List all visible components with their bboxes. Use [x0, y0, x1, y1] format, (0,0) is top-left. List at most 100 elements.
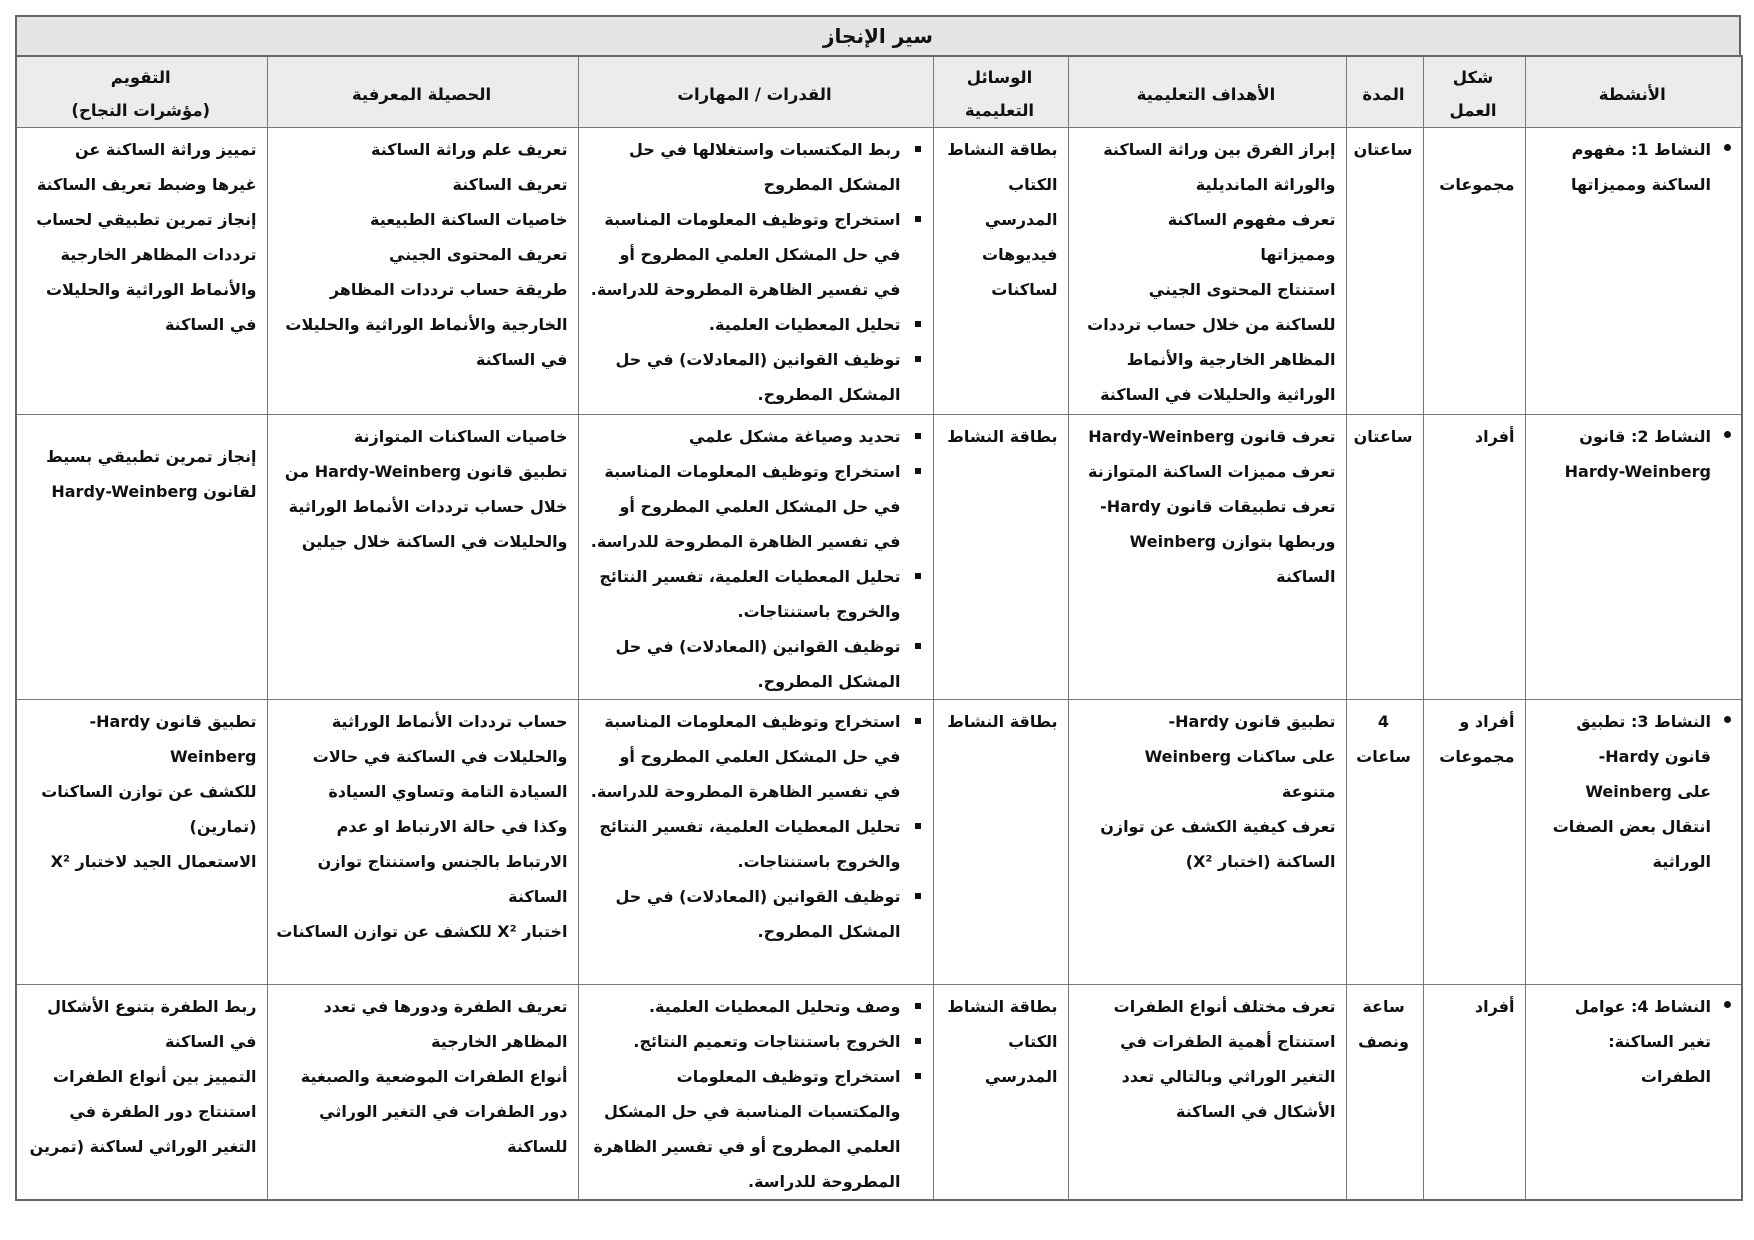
cell-line: أفراد: [1474, 997, 1515, 1016]
cell-line: مجموعات: [1439, 747, 1515, 766]
skill-item: استخراج وتوظيف المعلومات المناسبة في حل ا…: [587, 704, 923, 809]
cell-line: تطبيق قانون Hardy-Weinberg من: [284, 462, 568, 481]
table-row: النشاط 2: قانون Hardy-Weinberg أفراد ساعتان…: [15, 414, 1743, 700]
cell-line: أفراد: [1474, 427, 1515, 446]
cell-line: في الساكنة: [475, 350, 568, 369]
cell-line: في تفسير الظاهرة المطروحة للدراسة.: [590, 782, 901, 801]
square-bullet-icon: [914, 1003, 921, 1009]
cell-line: إنجاز تمرين تطبيقي بسيط: [46, 447, 257, 466]
square-bullet-icon: [914, 718, 921, 724]
cell-line: ساعتان: [1353, 140, 1413, 159]
cell-line: غيرها وضبط تعريف الساكنة: [36, 175, 257, 194]
cell-line: تعرف مميزات الساكنة المتوازنة: [1088, 462, 1336, 481]
cell-knowledge: تعريف الطفرة ودورها في تعدد المظاهر الخار…: [266, 984, 579, 1201]
cell-line: تعريف علم وراثة الساكنة: [371, 140, 568, 159]
cell-line: Hardy-Weinberg: [1564, 462, 1711, 481]
cell-line: النشاط 2: قانون: [1579, 427, 1711, 446]
cell-line: تحليل المعطيات العلمية، تفسير النتائج: [599, 567, 901, 586]
cell-line: العمل: [1449, 101, 1497, 120]
cell-line: بطاقة النشاط: [947, 712, 1058, 731]
cell-line: تحديد وصياغة مشكل علمي: [689, 427, 901, 446]
square-bullet-icon: [914, 356, 921, 362]
cell-knowledge: خاصيات الساكنات المتوازنة تطبيق قانون Har…: [266, 414, 579, 700]
cell-line: قانون Hardy-: [1598, 747, 1711, 766]
cell-objectives: إبراز الفرق بين وراثة الساكنة والوراثة ال…: [1067, 127, 1347, 415]
cell-line: إبراز الفرق بين وراثة الساكنة: [1103, 140, 1336, 159]
cell-line: والمكتسبات المناسبة في حل المشكل: [604, 1102, 901, 1121]
cell-work-form: أفراد: [1422, 984, 1526, 1201]
skill-item: توظيف القوانين (المعادلات) في حل المشكل ا…: [587, 629, 923, 699]
cell-line: استخراج وتوظيف المعلومات المناسبة: [604, 712, 901, 731]
cell-line: خلال حساب ترددات الأنماط الوراثية: [288, 497, 568, 516]
section-title-bar: سير الإنجاز: [15, 15, 1741, 55]
square-bullet-icon: [914, 216, 921, 222]
cell-line: والوراثة المانديلية: [1195, 175, 1336, 194]
header-row: الأنشطة شكل العمل المدة الأهداف التعليمية الو…: [15, 55, 1743, 128]
cell-line: وصف وتحليل المعطيات العلمية.: [648, 997, 901, 1016]
cell-line: تعرف تطبيقات قانون Hardy-: [1100, 497, 1336, 516]
skill-item: تحليل المعطيات العلمية.: [587, 307, 923, 342]
cell-line: تعريف الساكنة: [452, 175, 568, 194]
cell-line: تمييز وراثة الساكنة عن: [75, 140, 257, 159]
cell-line: الحصيلة المعرفية: [351, 84, 492, 104]
header-activities: الأنشطة: [1524, 55, 1743, 128]
cell-line: تعريف الطفرة ودورها في تعدد: [323, 997, 568, 1016]
cell-line: في تفسير الظاهرة المطروحة للدراسة.: [590, 280, 901, 299]
square-bullet-icon: [914, 468, 921, 474]
cell-line: المدة: [1362, 84, 1405, 104]
cell-activity: النشاط 1: مفهوم الساكنة ومميزاتها: [1524, 127, 1743, 415]
square-bullet-icon: [914, 643, 921, 649]
cell-skills: تحديد وصياغة مشكل علمي استخراج وتوظيف الم…: [577, 414, 934, 700]
cell-line: استخراج وتوظيف المعلومات المناسبة: [604, 210, 901, 229]
cell-means: بطاقة النشاط: [932, 699, 1069, 985]
cell-line: ساعتان: [1353, 427, 1413, 446]
cell-line: تحليل المعطيات العلمية، تفسير النتائج: [599, 817, 901, 836]
cell-evaluation: تمييز وراثة الساكنة عن غيرها وضبط تعريف ا…: [15, 127, 268, 415]
cell-line: الكتاب: [1008, 1032, 1058, 1051]
cell-line: الارتباط بالجنس واستنتاج توازن: [317, 852, 568, 871]
cell-line: توظيف القوانين (المعادلات) في حل: [615, 637, 901, 656]
cell-line: الاستعمال الجيد لاختبار X²: [50, 852, 257, 871]
cell-line: بطاقة النشاط: [947, 997, 1058, 1016]
cell-line: الساكنة ومميزاتها: [1570, 175, 1711, 194]
skill-item: استخراج وتوظيف المعلومات والمكتسبات المنا…: [587, 1059, 923, 1199]
skill-item: توظيف القوانين (المعادلات) في حل المشكل ا…: [587, 879, 923, 949]
cell-line: تغير الساكنة:: [1608, 1032, 1711, 1051]
cell-line: لساكنات: [991, 280, 1058, 299]
cell-line: إنجاز تمرين تطبيقي لحساب: [36, 210, 257, 229]
cell-skills: استخراج وتوظيف المعلومات المناسبة في حل ا…: [577, 699, 934, 985]
cell-line: المدرسي: [984, 1067, 1058, 1086]
cell-evaluation: إنجاز تمرين تطبيقي بسيط لقانون Hardy-Wein…: [15, 414, 268, 700]
header-skills: القدرات / المهارات: [577, 55, 934, 128]
bullet-dot-icon: [1724, 144, 1731, 151]
cell-duration: ساعتان: [1345, 414, 1424, 700]
bullet-dot-icon: [1724, 716, 1731, 723]
cell-line: المشكل المطروح: [763, 175, 901, 194]
cell-evaluation: ربط الطفرة بتنوع الأشكال في الساكنة التميي…: [15, 984, 268, 1201]
cell-line: حساب ترددات الأنماط الوراثية: [331, 712, 568, 731]
square-bullet-icon: [914, 1073, 921, 1079]
cell-line: السيادة التامة وتساوي السيادة: [328, 782, 568, 801]
cell-line: انتقال بعض الصفات: [1552, 817, 1711, 836]
cell-work-form: مجموعات: [1422, 127, 1526, 415]
cell-line: في الساكنة: [164, 315, 257, 334]
bullet-dot-icon: [1724, 431, 1731, 438]
cell-line: استخراج وتوظيف المعلومات المناسبة: [604, 462, 901, 481]
cell-line: للساكنة من خلال حساب ترددات: [1087, 315, 1336, 334]
cell-line: الأشكال في الساكنة: [1176, 1102, 1336, 1121]
cell-line: طريقة حساب ترددات المظاهر: [329, 280, 568, 299]
cell-line: دور الطفرات في التغير الوراثي: [319, 1102, 568, 1121]
cell-line: في الساكنة: [164, 1032, 257, 1051]
table-row: النشاط 3: تطبيق قانون Hardy- Weinberg على ا…: [15, 699, 1743, 985]
cell-line: ساعات: [1356, 747, 1411, 766]
cell-line: المظاهر الخارجية: [431, 1032, 568, 1051]
cell-line: استنتاج المحتوى الجيني: [1148, 280, 1336, 299]
cell-line: شكل: [1452, 68, 1494, 87]
cell-line: متنوعة: [1281, 782, 1336, 801]
cell-line: التغير الوراثي وبالتالي تعدد: [1121, 1067, 1336, 1086]
section-title: سير الإنجاز: [823, 24, 933, 48]
cell-activity: النشاط 4: عوامل تغير الساكنة: الطفرات: [1524, 984, 1743, 1201]
cell-line: الأهداف التعليمية: [1136, 84, 1276, 104]
cell-line: مجموعات: [1439, 175, 1515, 194]
cell-activity: النشاط 2: قانون Hardy-Weinberg: [1524, 414, 1743, 700]
